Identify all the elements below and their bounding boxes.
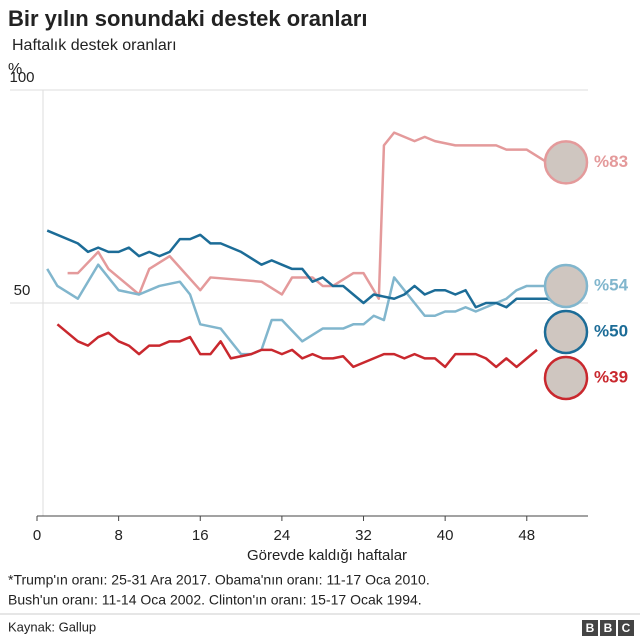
end-label: %50 [594, 321, 628, 340]
logo-box [618, 620, 634, 636]
logo-box [582, 620, 598, 636]
portrait [543, 309, 589, 355]
line [67, 131, 548, 300]
portrait [543, 355, 589, 401]
logo-letter: B [586, 621, 595, 635]
y-tick-label: 100 [9, 69, 34, 86]
portrait [543, 263, 589, 309]
logo-letter: C [622, 621, 631, 635]
y-tick-label: 50 [14, 282, 31, 299]
chart-title: Bir yılın sonundaki destek oranları [8, 6, 367, 31]
source: Kaynak: Gallup [8, 619, 96, 634]
x-tick-label: 48 [518, 527, 535, 544]
end-label: %39 [594, 367, 628, 386]
note: Bush'un oranı: 11-14 Oca 2002. Clinton'ı… [8, 592, 422, 608]
logo-box [600, 620, 616, 636]
note: *Trump'ın oranı: 25-31 Ara 2017. Obama'n… [8, 572, 430, 588]
x-tick-label: 16 [192, 527, 209, 544]
x-tick-label: 24 [274, 527, 291, 544]
y-unit: % [8, 61, 22, 78]
x-tick-label: 8 [114, 527, 122, 544]
chart-subtitle: Haftalık destek oranları [12, 37, 177, 54]
logo-letter: B [604, 621, 613, 635]
line [46, 229, 558, 309]
end-label: %54 [594, 275, 629, 294]
end-label: %83 [594, 152, 628, 171]
line [56, 323, 538, 369]
line [46, 263, 558, 356]
x-tick-label: 40 [437, 527, 454, 544]
x-tick-label: 0 [33, 527, 41, 544]
portrait [543, 140, 589, 185]
x-axis-title: Görevde kaldığı haftalar [247, 547, 407, 564]
x-tick-label: 32 [355, 527, 372, 544]
